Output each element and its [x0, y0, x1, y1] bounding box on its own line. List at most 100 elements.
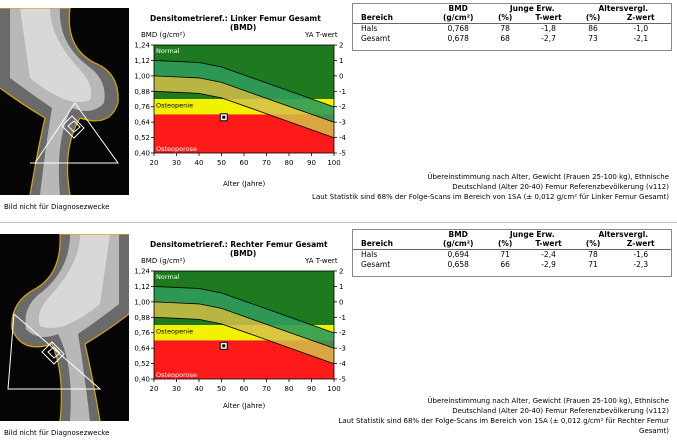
chart-title-text: Densitometrieref.: Rechter Femur Gesamt — [150, 240, 328, 249]
cell-young-pct: 66 — [500, 260, 510, 269]
y-tick-label: 1,12 — [134, 283, 150, 291]
patient-marker-core — [222, 344, 226, 348]
cell-zwert: -2,1 — [633, 34, 649, 43]
cell-twert: -1,8 — [541, 24, 556, 33]
cell-zwert: -1,6 — [633, 250, 649, 259]
col-young-pct: (%) — [488, 13, 522, 24]
x-tick-label: 60 — [240, 385, 249, 393]
cell-age-pct: 73 — [588, 34, 598, 43]
t-tick-label: 2 — [339, 42, 343, 50]
y-tick-label: 1,00 — [134, 298, 150, 306]
col-zwert: Z-wert — [610, 239, 671, 250]
cell-age-pct: 71 — [588, 260, 598, 269]
reference-band-upper — [154, 60, 334, 123]
col-bmd-unit: (g/cm²) — [427, 239, 489, 250]
cell-age-pct: 78 — [588, 250, 598, 259]
cell-bereich: Hals — [361, 24, 378, 33]
reference-band-lower — [154, 301, 334, 364]
col-bereich-label: Bereich — [353, 239, 428, 250]
x-tick-label: 40 — [195, 385, 204, 393]
x-axis-label: Alter (Jahre) — [223, 180, 266, 188]
col-bmd: BMD — [448, 230, 468, 239]
x-tick-label: 30 — [172, 385, 181, 393]
cell-bmd: 0,678 — [447, 34, 469, 43]
y-axis-label: BMD (g/cm²) — [141, 31, 186, 39]
y-tick-label: 0,76 — [134, 103, 150, 111]
zone-label-osteopenie: Osteopenie — [156, 328, 193, 336]
patient-marker-core — [222, 115, 226, 119]
scan-section-left-femur: Bild nicht für Diagnosezwecke Densitomet… — [0, 0, 677, 221]
zone-label-osteoporose: Osteoporose — [156, 145, 197, 153]
y-tick-label: 0,40 — [134, 150, 150, 158]
cell-bereich: Hals — [361, 250, 378, 259]
chart-title-text: Densitometrieref.: Linker Femur Gesamt — [150, 14, 321, 23]
col-zwert: Z-wert — [610, 13, 671, 24]
x-tick-label: 70 — [262, 159, 271, 167]
bmd-reference-chart: Normal Osteopenie Osteoporose 1,24 1,12 1,00 0… — [134, 268, 347, 394]
y-tick-label: 0,64 — [134, 345, 150, 353]
reference-notes: Übereinstimmung nach Alter, Gewicht (Fra… — [269, 396, 669, 436]
cell-age-pct: 86 — [588, 24, 598, 33]
y-tick-label: 0,52 — [134, 360, 150, 368]
cell-twert: -2,4 — [541, 250, 556, 259]
cell-bmd: 0,768 — [447, 24, 469, 33]
t-tick-label: -4 — [339, 360, 347, 368]
x-tick-label: 60 — [240, 159, 249, 167]
chart-title-sub: (BMD) — [230, 23, 257, 32]
x-tick-label: 80 — [285, 385, 294, 393]
y-axis-label: BMD (g/cm²) — [141, 257, 186, 265]
zone-label-normal: Normal — [156, 273, 180, 281]
note-line: Laut Statistik sind 68% der Folge-Scans … — [312, 193, 669, 201]
t-tick-label: -3 — [339, 345, 346, 353]
y-tick-label: 1,24 — [134, 268, 150, 276]
t-tick-label: 2 — [339, 268, 343, 276]
col-bmd-unit: (g/cm²) — [427, 13, 489, 24]
cell-twert: -2,9 — [541, 260, 556, 269]
dxa-scan-image — [0, 8, 129, 195]
col-age-pct: (%) — [575, 13, 611, 24]
y-tick-label: 1,00 — [134, 72, 150, 80]
disclaimer-text: Bild nicht für Diagnosezwecke — [4, 203, 110, 211]
col-junge: Junge Erw. — [509, 230, 555, 239]
x-tick-label: 50 — [217, 159, 226, 167]
reference-line-upper — [153, 60, 335, 108]
y-tick-label: 0,40 — [134, 376, 150, 384]
t-tick-label: 1 — [339, 57, 343, 65]
x-tick-label: 40 — [195, 159, 204, 167]
reference-band-lower — [154, 75, 334, 138]
col-junge: Junge Erw. — [509, 4, 555, 13]
scan-section-right-femur: Bild nicht für Diagnosezwecke Densitomet… — [0, 226, 677, 447]
table-row: Gesamt 0,678 68 -2,7 73 -2,1 — [353, 34, 671, 44]
cell-young-pct: 68 — [500, 34, 510, 43]
cell-bereich: Gesamt — [361, 34, 391, 43]
reference-line-mean — [153, 301, 335, 349]
cell-young-pct: 71 — [500, 250, 510, 259]
cell-bmd: 0,694 — [447, 250, 469, 259]
results-table-box: BMD Junge Erw. Altersvergl. Bereich (g/c… — [352, 229, 672, 277]
cell-bmd: 0,658 — [447, 260, 469, 269]
table-row: Gesamt 0,658 66 -2,9 71 -2,3 — [353, 260, 671, 270]
col-bereich-label: Bereich — [353, 13, 428, 24]
zone-label-osteoporose: Osteoporose — [156, 371, 197, 379]
reference-notes: Übereinstimmung nach Alter, Gewicht (Fra… — [269, 172, 669, 202]
y-tick-label: 1,24 — [134, 42, 150, 50]
x-tick-label: 90 — [307, 159, 316, 167]
t-axis-label: YA T-wert — [305, 31, 338, 39]
dxa-scan-image — [0, 234, 129, 421]
cell-twert: -2,7 — [541, 34, 556, 43]
x-tick-label: 70 — [262, 385, 271, 393]
y-tick-label: 0,64 — [134, 119, 150, 127]
col-alters: Altersvergl. — [598, 230, 649, 239]
results-table-box: BMD Junge Erw. Altersvergl. Bereich (g/c… — [352, 3, 672, 51]
x-tick-label: 50 — [217, 385, 226, 393]
y-tick-label: 0,88 — [134, 88, 150, 96]
col-bereich — [353, 230, 428, 239]
t-tick-label: -2 — [339, 329, 346, 337]
t-tick-label: -2 — [339, 103, 346, 111]
results-table: BMD Junge Erw. Altersvergl. Bereich (g/c… — [353, 4, 671, 50]
zone-label-osteopenie: Osteopenie — [156, 102, 193, 110]
col-bmd: BMD — [448, 4, 468, 13]
t-tick-label: -1 — [339, 314, 346, 322]
results-table: BMD Junge Erw. Altersvergl. Bereich (g/c… — [353, 230, 671, 276]
t-tick-label: -5 — [339, 150, 346, 158]
